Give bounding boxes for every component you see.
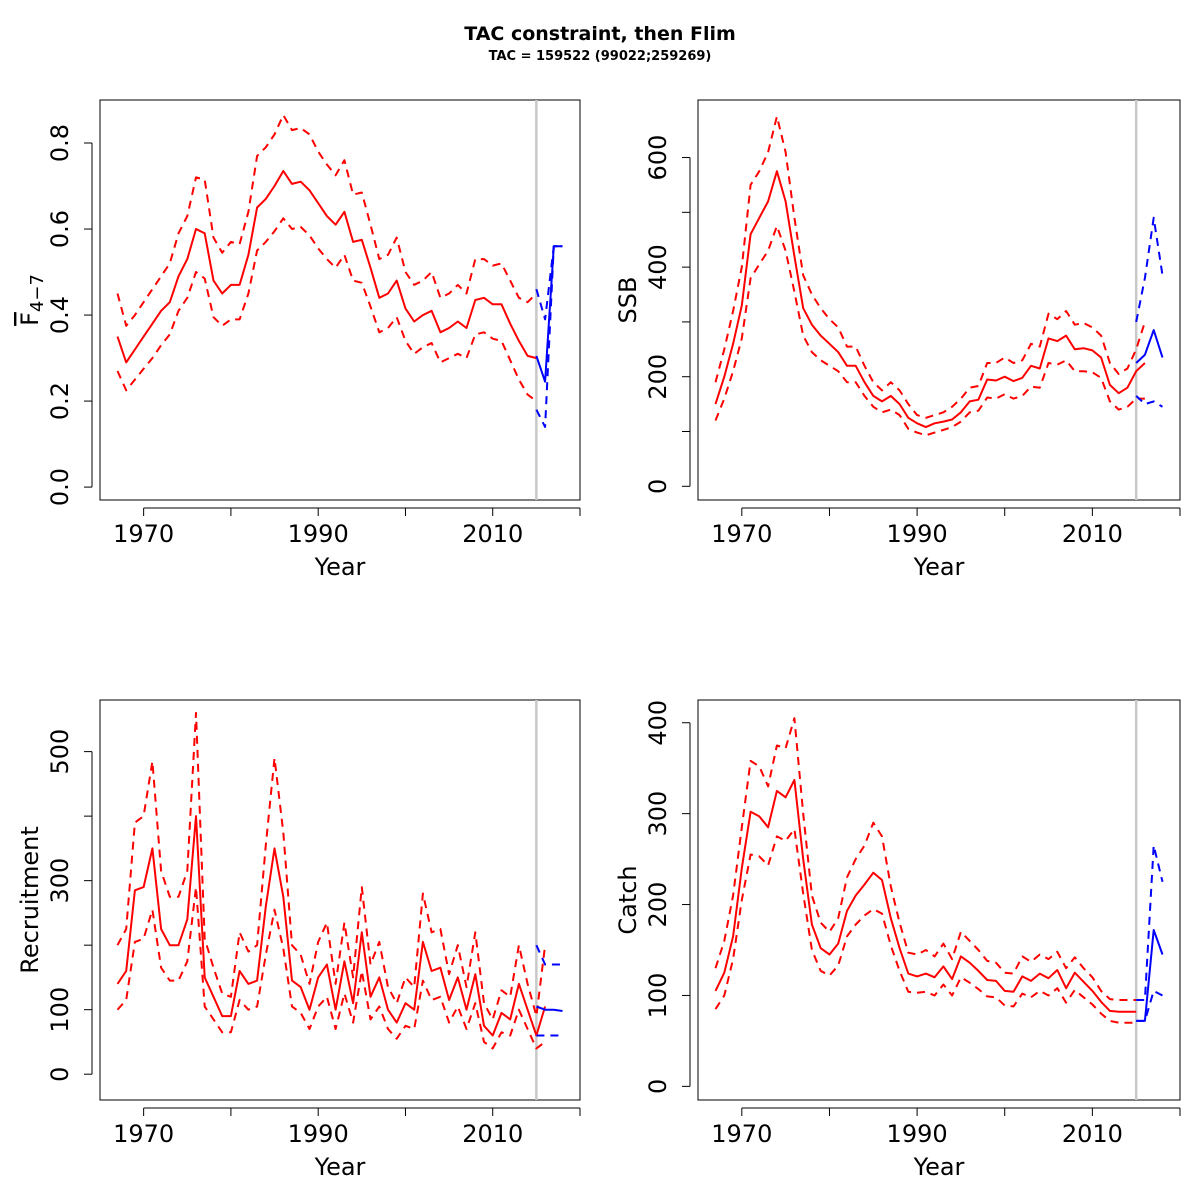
- series-forecast-bound: [535, 245, 563, 321]
- y-tick-label: 0.6: [46, 210, 74, 248]
- panel-1: 1970 1990 2010 0.0 0.2 0.4 0.6 0.8 Year F4−7: [16, 99, 581, 581]
- series-forecast-median: [1136, 929, 1164, 1022]
- y-axis-label-subscript: 4−7: [27, 274, 48, 312]
- x-axis-label: Year: [913, 1153, 965, 1181]
- y-tick-label: 0.4: [46, 296, 74, 334]
- x-tick-label: 1990: [887, 1120, 948, 1148]
- x-tick-label: 1990: [288, 520, 349, 548]
- series-estimate-bound: [714, 717, 1137, 1001]
- y-tick-label: 0.0: [46, 468, 74, 506]
- series-estimate-median: [714, 779, 1137, 1013]
- y-tick-label: 200: [644, 882, 672, 928]
- y-axis-label: F4−7: [16, 274, 48, 326]
- plot-frame: [99, 99, 581, 501]
- series-estimate-bound: [116, 114, 538, 327]
- x-axis-label: Year: [314, 553, 366, 581]
- y-tick-label: 400: [644, 700, 672, 746]
- x-axis-label: Year: [314, 1153, 366, 1181]
- y-tick-label: 400: [644, 244, 672, 290]
- x-tick-label: 1970: [113, 520, 174, 548]
- series-forecast-bound: [1135, 216, 1164, 323]
- series-estimate-median: [116, 815, 547, 1037]
- y-tick-label: 0: [46, 1067, 74, 1082]
- x-tick-label: 1990: [288, 1120, 349, 1148]
- series-forecast-median: [535, 245, 563, 383]
- series-forecast-median: [536, 1005, 563, 1012]
- series-estimate-bound: [116, 217, 537, 402]
- panel-4: 1970 1990 2010 0 100 200 300 400 Year Catch: [614, 699, 1181, 1181]
- series-estimate-bound: [714, 828, 1137, 1024]
- y-tick-label: 200: [644, 354, 672, 400]
- y-tick-label: 300: [46, 858, 74, 904]
- y-tick-label: 0: [644, 1079, 672, 1094]
- panel-2: 1970 1990 2010 0 200 400 600 Year SSB: [614, 99, 1181, 581]
- y-tick-label: 500: [46, 729, 74, 775]
- y-axis-label-main: SSB: [614, 277, 642, 324]
- y-tick-label: 0.8: [46, 124, 74, 162]
- series-forecast-bound: [1135, 395, 1164, 408]
- y-axis-label-main: F: [16, 312, 44, 326]
- x-tick-label: 1970: [113, 1120, 174, 1148]
- series-forecast-bound: [1136, 989, 1163, 1022]
- x-axis-label: Year: [913, 553, 965, 581]
- plot-frame: [697, 99, 1181, 501]
- panel-3: 1970 1990 2010 0 100 300 500 Year Recruitment: [16, 699, 581, 1181]
- series-estimate-bound: [714, 115, 1146, 419]
- y-axis-label: SSB: [614, 277, 642, 324]
- x-tick-label: 2010: [1062, 520, 1123, 548]
- series-estimate-bound: [714, 225, 1145, 437]
- x-tick-label: 1970: [711, 520, 772, 548]
- series-forecast-bound: [535, 944, 563, 966]
- y-axis-label: Catch: [614, 865, 642, 934]
- series-estimate-bound: [116, 886, 546, 1050]
- x-tick-label: 2010: [462, 1120, 523, 1148]
- series-forecast-median: [1135, 329, 1164, 364]
- y-tick-label: 0: [644, 479, 672, 494]
- x-tick-label: 1970: [711, 1120, 772, 1148]
- series-forecast-bound: [1136, 844, 1164, 1001]
- y-axis-label: Recruitment: [16, 826, 44, 973]
- series-estimate-median: [714, 170, 1146, 429]
- x-tick-label: 1990: [887, 520, 948, 548]
- y-tick-label: 0.2: [46, 382, 74, 420]
- y-axis-label-main: Catch: [614, 865, 642, 934]
- series-forecast-bound: [535, 245, 563, 428]
- figure-subtitle: TAC = 159522 (99022;259269): [489, 49, 712, 64]
- y-tick-label: 100: [46, 987, 74, 1033]
- x-tick-label: 2010: [1062, 1120, 1123, 1148]
- figure-title: TAC constraint, then Flim: [464, 23, 736, 45]
- plot-frame: [697, 699, 1181, 1101]
- plot-frame: [99, 699, 581, 1101]
- y-axis-label-main: Recruitment: [16, 826, 44, 973]
- x-tick-label: 2010: [462, 520, 523, 548]
- y-tick-label: 100: [644, 973, 672, 1019]
- y-tick-label: 300: [644, 791, 672, 837]
- series-estimate-median: [116, 170, 537, 364]
- y-tick-label: 600: [644, 135, 672, 181]
